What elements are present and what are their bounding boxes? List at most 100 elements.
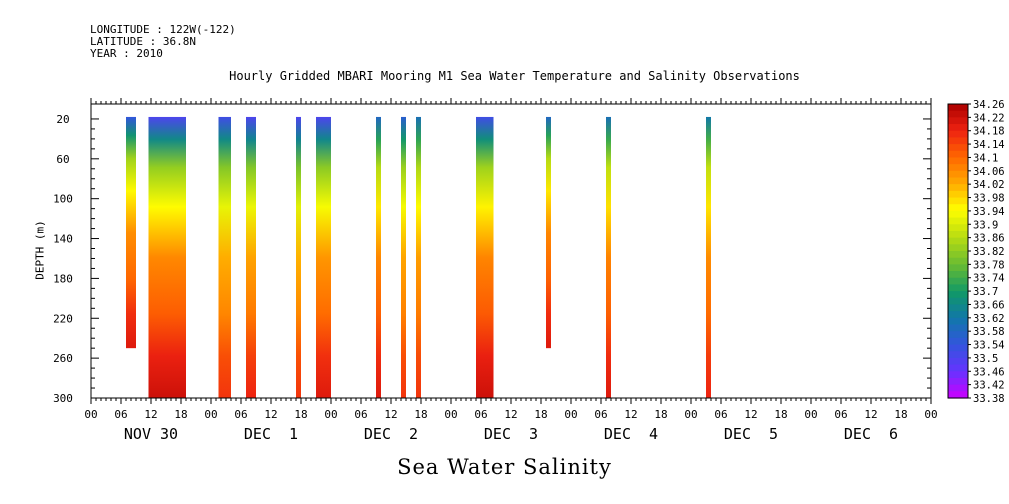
x-tick-label: 18 — [534, 408, 547, 421]
colorbar-label: 34.14 — [973, 139, 1005, 151]
colorbar-swatch — [948, 384, 968, 392]
x-tick-label: 18 — [654, 408, 667, 421]
x-tick-label: 12 — [864, 408, 877, 421]
x-tick-label: 06 — [114, 408, 127, 421]
year-label: YEAR : 2010 — [90, 47, 163, 60]
colorbar-swatch — [948, 197, 968, 205]
x-tick-label: 00 — [204, 408, 217, 421]
data-column — [401, 116, 406, 398]
x-day-label: DEC 3 — [484, 425, 538, 443]
colorbar-swatch — [948, 277, 968, 286]
colorbar-swatch — [948, 130, 968, 139]
colorbar-swatch — [948, 357, 968, 366]
colorbar-swatch — [948, 337, 968, 346]
colorbar-label: 33.7 — [973, 286, 998, 298]
x-tick-label: 12 — [144, 408, 157, 421]
colorbar-label: 33.74 — [973, 273, 1005, 285]
y-tick-label: 60 — [56, 153, 69, 166]
colorbar-swatch — [948, 124, 968, 132]
colorbar-label: 33.9 — [973, 219, 998, 231]
colorbar-label: 33.38 — [973, 393, 1005, 405]
colorbar-swatch — [948, 371, 968, 379]
colorbar-swatch — [948, 317, 968, 326]
y-tick-label: 180 — [53, 272, 73, 285]
x-tick-label: 18 — [774, 408, 787, 421]
colorbar-label: 33.66 — [973, 299, 1005, 311]
x-tick-label: 06 — [834, 408, 847, 421]
colorbar-label: 34.22 — [973, 112, 1005, 124]
colorbar-label: 33.62 — [973, 313, 1005, 325]
x-day-label: DEC 5 — [724, 425, 778, 443]
colorbar-label: 33.5 — [973, 353, 998, 365]
colorbar-swatch — [948, 157, 968, 165]
latitude-label: LATITUDE : 36.8N — [90, 35, 196, 48]
colorbar-swatch — [948, 144, 968, 152]
data-column — [416, 116, 421, 398]
colorbar-label: 33.94 — [973, 206, 1005, 218]
colorbar-swatch — [948, 264, 968, 272]
colorbar-swatch — [948, 351, 968, 359]
colorbar-label: 34.26 — [973, 99, 1005, 111]
colorbar-swatch — [948, 210, 968, 219]
footer-title: Sea Water Salinity — [397, 455, 612, 479]
colorbar-swatch — [948, 291, 968, 299]
x-tick-label: 00 — [564, 408, 577, 421]
colorbar-swatch — [948, 224, 968, 232]
data-column — [246, 116, 256, 398]
y-tick-label: 140 — [53, 233, 73, 246]
colorbar-label: 34.02 — [973, 179, 1005, 191]
colorbar-swatch — [948, 297, 968, 306]
colorbar-label: 33.46 — [973, 366, 1005, 378]
chart-title: Hourly Gridded MBARI Mooring M1 Sea Wate… — [229, 69, 800, 83]
colorbar-swatch — [948, 244, 968, 252]
data-column — [296, 116, 301, 398]
colorbar-label: 33.86 — [973, 233, 1005, 245]
colorbar-swatch — [948, 177, 968, 185]
colorbar-swatch — [948, 164, 968, 172]
metadata-block: LONGITUDE : 122W(-122) LATITUDE : 36.8N … — [90, 24, 236, 60]
colorbar-swatch — [948, 377, 968, 386]
x-day-label: DEC 2 — [364, 425, 418, 443]
colorbar-swatch — [948, 284, 968, 292]
data-column — [606, 116, 611, 398]
x-tick-label: 18 — [894, 408, 907, 421]
x-tick-label: 00 — [804, 408, 817, 421]
y-tick-label: 20 — [56, 113, 69, 126]
colorbar-label: 33.98 — [973, 193, 1005, 205]
colorbar-swatch — [948, 117, 968, 125]
x-tick-label: 12 — [744, 408, 757, 421]
colorbar-swatch — [948, 190, 968, 199]
data-column — [706, 116, 711, 398]
x-tick-label: 00 — [324, 408, 337, 421]
x-tick-label: 06 — [234, 408, 247, 421]
colorbar-swatch — [948, 324, 968, 332]
y-tick-label: 260 — [53, 352, 73, 365]
x-tick-label: 00 — [684, 408, 697, 421]
colorbar-swatch — [948, 304, 968, 312]
longitude-label: LONGITUDE : 122W(-122) — [90, 23, 236, 36]
colorbar-swatch — [948, 257, 968, 265]
colorbar-swatch — [948, 230, 968, 239]
x-tick-label: 06 — [474, 408, 487, 421]
colorbar-swatch — [948, 110, 968, 118]
x-tick-label: 00 — [84, 408, 97, 421]
colorbar-swatch — [948, 391, 968, 399]
data-column — [218, 116, 231, 398]
colorbar-swatch — [948, 104, 968, 112]
x-tick-label: 00 — [924, 408, 937, 421]
colorbar-label: 33.54 — [973, 340, 1005, 352]
x-day-label: DEC 1 — [244, 425, 298, 443]
x-day-label: DEC 6 — [844, 425, 898, 443]
colorbar-swatch — [948, 331, 968, 339]
colorbar-label: 34.1 — [973, 152, 998, 164]
x-day-label: DEC 4 — [604, 425, 658, 443]
x-tick-label: 18 — [414, 408, 427, 421]
x-tick-label: 12 — [264, 408, 277, 421]
colorbar-label: 33.82 — [973, 246, 1005, 258]
colorbar-swatch — [948, 251, 968, 259]
x-tick-label: 06 — [714, 408, 727, 421]
colorbar-label: 33.42 — [973, 380, 1005, 392]
colorbar-swatch — [948, 237, 968, 245]
x-tick-label: 12 — [624, 408, 637, 421]
